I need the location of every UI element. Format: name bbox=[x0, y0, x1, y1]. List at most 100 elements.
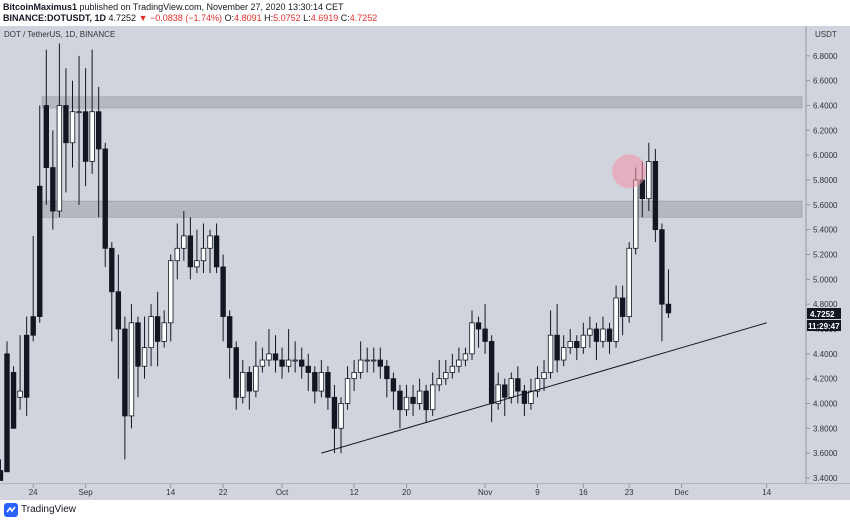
ohlc-line: BINANCE:DOTUSDT, 1D 4.7252 ▼ −0.0838 (−1… bbox=[3, 13, 377, 23]
candle bbox=[390, 372, 397, 410]
candle bbox=[17, 335, 23, 410]
candle-body bbox=[200, 247, 207, 262]
candle bbox=[200, 223, 207, 274]
candle-body bbox=[181, 235, 187, 249]
candle bbox=[312, 366, 318, 404]
price-tick-label: 6.6000 bbox=[813, 77, 838, 86]
candle bbox=[246, 366, 253, 410]
candle-body bbox=[82, 111, 89, 162]
symbol-label: DOT / TetherUS, 1D, BINANCE bbox=[4, 30, 115, 39]
candle bbox=[213, 223, 220, 274]
candle-body bbox=[652, 160, 659, 231]
highlight-circle-mark bbox=[612, 154, 647, 189]
candle-body bbox=[115, 291, 122, 330]
candle bbox=[659, 223, 665, 342]
candle-body bbox=[587, 328, 593, 336]
candle-body bbox=[154, 316, 161, 342]
candle-body bbox=[305, 365, 311, 373]
candle-body bbox=[50, 167, 56, 212]
candle bbox=[351, 360, 357, 392]
candle-body bbox=[351, 372, 357, 380]
candle bbox=[436, 360, 442, 392]
candle bbox=[416, 378, 423, 410]
candle-body bbox=[659, 229, 665, 305]
candle bbox=[115, 254, 122, 379]
candle bbox=[469, 310, 475, 361]
countdown-badge: 11:29:47 bbox=[808, 322, 840, 331]
candle-body bbox=[574, 341, 580, 349]
price-axis[interactable] bbox=[806, 26, 850, 484]
candle-body bbox=[423, 390, 429, 411]
candle-body bbox=[600, 328, 606, 342]
candle bbox=[567, 329, 573, 354]
tradingview-brand[interactable]: TradingView bbox=[21, 504, 77, 515]
candle bbox=[318, 360, 325, 398]
price-tick-label: 6.8000 bbox=[813, 52, 838, 61]
tradingview-logo-icon[interactable] bbox=[4, 503, 18, 517]
candle bbox=[587, 316, 593, 348]
time-tick-label: 22 bbox=[219, 488, 228, 497]
candle-body bbox=[619, 297, 626, 317]
candle bbox=[89, 49, 95, 174]
candle-body bbox=[528, 390, 534, 404]
author-name[interactable]: BitcoinMaximus1 bbox=[3, 2, 78, 12]
candle bbox=[574, 335, 580, 361]
candle bbox=[547, 310, 554, 379]
time-tick-label: 9 bbox=[535, 488, 540, 497]
candle-body bbox=[416, 390, 423, 404]
candle-body bbox=[521, 390, 528, 404]
candle bbox=[541, 360, 547, 392]
candle-body bbox=[482, 328, 488, 342]
candle bbox=[37, 105, 43, 323]
candle bbox=[187, 217, 194, 280]
candle-body bbox=[430, 384, 436, 411]
candle bbox=[371, 347, 377, 373]
time-badge-bg bbox=[807, 320, 841, 331]
candle bbox=[253, 341, 259, 398]
candle bbox=[207, 229, 213, 274]
time-ticks: 24 Sep 14 22 Oct 12 20 Nov 9 16 23 Dec 14 bbox=[29, 484, 772, 497]
candle-body bbox=[469, 322, 475, 355]
candle bbox=[580, 322, 587, 354]
candle-body bbox=[344, 378, 351, 404]
candle-body bbox=[253, 365, 259, 392]
candle bbox=[344, 366, 351, 410]
candle bbox=[364, 347, 370, 373]
candle bbox=[233, 341, 239, 410]
candles bbox=[0, 43, 672, 481]
candle-body bbox=[560, 347, 567, 361]
candle bbox=[665, 269, 672, 318]
open-value: 4.8091 bbox=[234, 13, 262, 23]
candle bbox=[23, 316, 30, 416]
candle-body bbox=[207, 235, 213, 249]
current-price: 4.7252 bbox=[108, 13, 137, 23]
candle bbox=[403, 384, 410, 416]
footer: TradingView bbox=[0, 500, 850, 520]
candle bbox=[443, 360, 449, 385]
candle-body bbox=[613, 297, 619, 342]
candle bbox=[430, 372, 436, 416]
candle bbox=[338, 397, 344, 454]
candle bbox=[135, 316, 141, 398]
close-value: 4.7252 bbox=[349, 13, 378, 23]
candle-body bbox=[495, 384, 501, 404]
candle bbox=[305, 353, 311, 392]
candle bbox=[299, 347, 305, 379]
candle-body bbox=[76, 111, 82, 114]
candle bbox=[69, 80, 76, 168]
price-tick-label: 4.8000 bbox=[813, 300, 838, 309]
time-axis[interactable] bbox=[0, 484, 850, 500]
candle-body bbox=[109, 247, 115, 293]
candle-body bbox=[161, 322, 167, 342]
candle-body bbox=[17, 390, 23, 398]
candle bbox=[456, 347, 462, 373]
candle-body bbox=[475, 322, 482, 330]
candle bbox=[495, 372, 501, 410]
price-badge: 4.7252 bbox=[810, 310, 835, 319]
price-tick-label: 5.6000 bbox=[813, 201, 838, 210]
close-label: C: bbox=[340, 13, 350, 23]
candle bbox=[410, 384, 416, 416]
zone-0 bbox=[41, 96, 803, 109]
candle bbox=[154, 291, 161, 367]
price-chart[interactable]: 3.40003.60003.80004.00004.20004.40004.60… bbox=[0, 26, 850, 500]
